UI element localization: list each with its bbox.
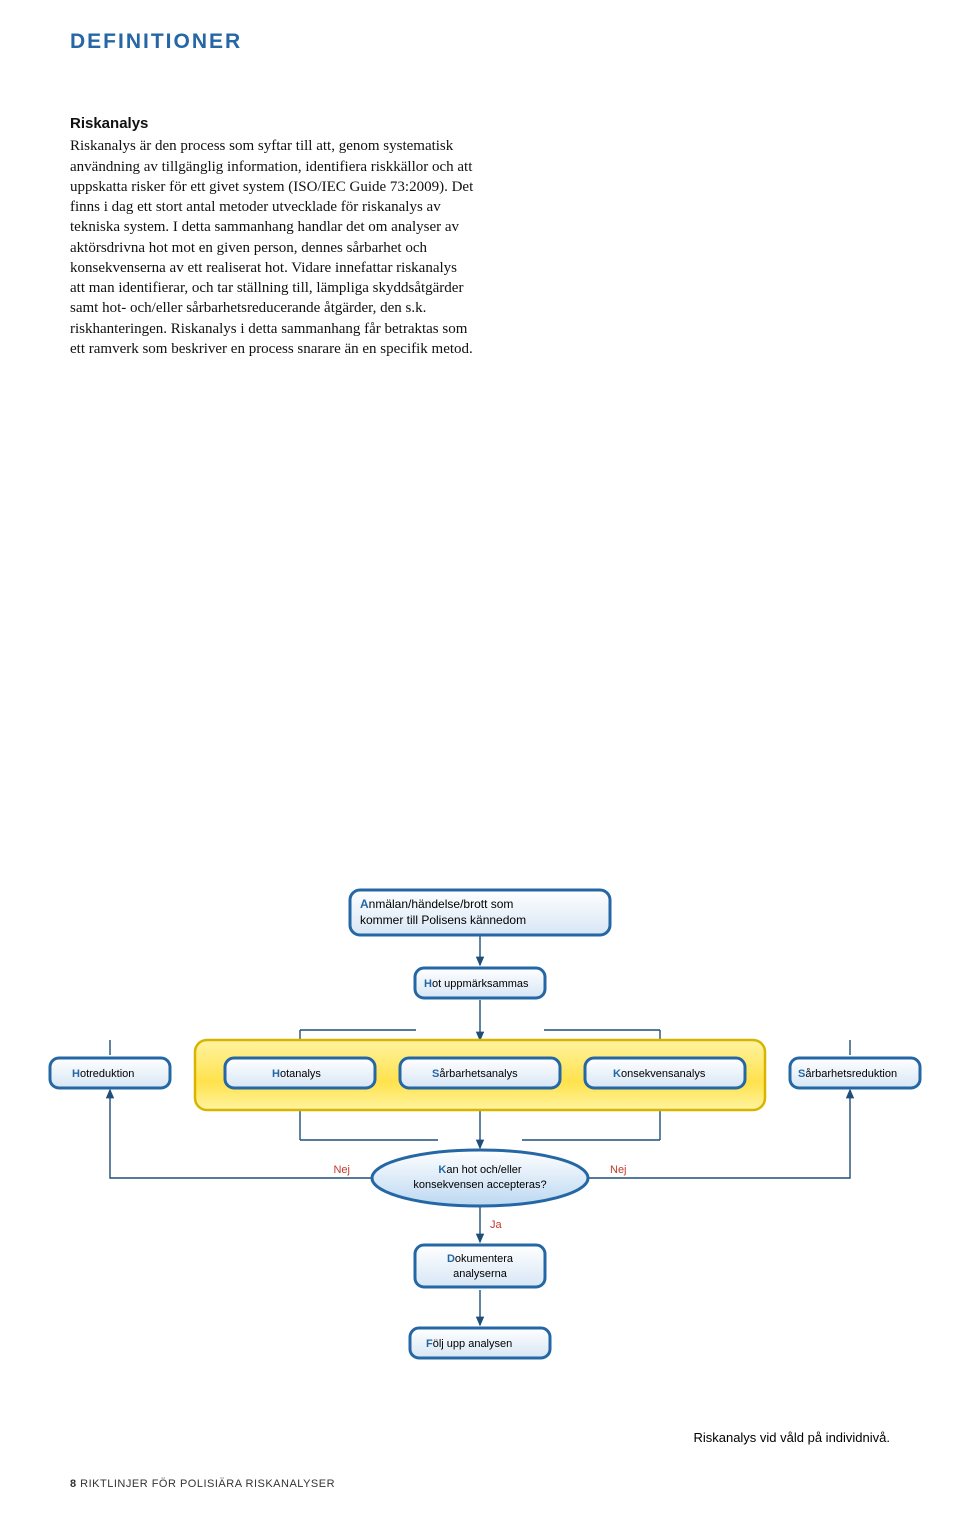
label-nej-right: Nej: [610, 1164, 627, 1176]
svg-text:Sårbarhetsreduktion: Sårbarhetsreduktion: [798, 1068, 897, 1080]
flowchart: Anmälan/händelse/brott som kommer till P…: [0, 880, 960, 1400]
svg-text:Hot uppmärksammas: Hot uppmärksammas: [424, 978, 529, 990]
node-följupp: Följ upp analysen: [410, 1328, 550, 1358]
node-anmälan: Anmälan/händelse/brott som kommer till P…: [350, 890, 610, 935]
body-subhead: Riskanalys: [70, 114, 475, 134]
node-konsekvensanalys: Konsekvensanalys: [585, 1058, 745, 1088]
page-footer: 8 RIKTLINJER FÖR POLISIÄRA RISKANALYSER: [70, 1478, 335, 1490]
svg-text:Kan hot och/eller: Kan hot och/eller: [438, 1164, 522, 1176]
svg-text:analyserna: analyserna: [453, 1268, 508, 1280]
svg-text:Dokumentera: Dokumentera: [447, 1253, 514, 1265]
node-sårbarhetsanalys: Sårbarhetsanalys: [400, 1058, 560, 1088]
svg-text:Följ upp analysen: Följ upp analysen: [426, 1338, 512, 1350]
page-number: 8: [70, 1478, 77, 1490]
node-text: nmälan/händelse/brott som: [369, 897, 514, 911]
svg-text:Hotanalys: Hotanalys: [272, 1068, 321, 1080]
svg-text:Sårbarhetsanalys: Sårbarhetsanalys: [432, 1068, 518, 1080]
page: DEFINITIONER Riskanalys Riskanalys är de…: [0, 0, 960, 1518]
node-text: kommer till Polisens kännedom: [360, 913, 526, 927]
node-decision: Kan hot och/eller konsekvensen acceptera…: [372, 1150, 588, 1206]
label-nej-left: Nej: [333, 1164, 350, 1176]
node-hot-uppmärksammas: Hot uppmärksammas: [415, 968, 545, 998]
flowchart-svg: Anmälan/händelse/brott som kommer till P…: [0, 880, 960, 1400]
svg-text:Anmälan/händelse/brott som: Anmälan/händelse/brott som: [360, 897, 513, 911]
node-hotanalys: Hotanalys: [225, 1058, 375, 1088]
figure-caption: Riskanalys vid våld på individnivå.: [693, 1430, 890, 1445]
node-hotreduktion: Hotreduktion: [50, 1058, 170, 1088]
svg-text:Konsekvensanalys: Konsekvensanalys: [613, 1068, 706, 1080]
node-sårbarhetsreduktion: Sårbarhetsreduktion: [790, 1058, 920, 1088]
svg-text:konsekvensen accepteras?: konsekvensen accepteras?: [413, 1179, 546, 1191]
node-initial: A: [360, 897, 369, 911]
body-column: Riskanalys Riskanalys är den process som…: [70, 114, 475, 359]
body-text: Riskanalys är den process som syftar til…: [70, 136, 475, 359]
node-dokumentera: Dokumentera analyserna: [415, 1245, 545, 1287]
section-heading: DEFINITIONER: [70, 30, 890, 54]
svg-text:Hotreduktion: Hotreduktion: [72, 1068, 134, 1080]
label-ja: Ja: [490, 1219, 503, 1231]
footer-title: RIKTLINJER FÖR POLISIÄRA RISKANALYSER: [77, 1478, 335, 1490]
